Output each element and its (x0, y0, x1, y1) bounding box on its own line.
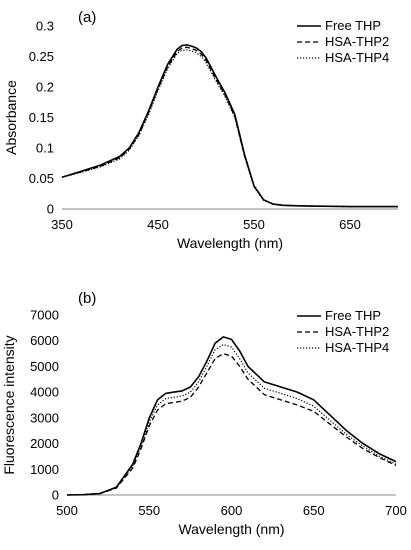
legend-label: Free THP (325, 18, 381, 33)
y-tick-label: 0.15 (29, 110, 54, 125)
panel-a: (a) 0 0.05 0.1 0.15 0.2 0.25 0.3 350 450 550 650 Wav… (3, 9, 398, 251)
panel-label: (b) (78, 290, 96, 307)
y-tick-label: 0.3 (36, 19, 54, 34)
x-axis-title: Wavelength (nm) (178, 521, 284, 537)
legend-label: HSA-THP4 (325, 50, 389, 65)
x-tick-label: 650 (339, 217, 361, 232)
y-tick-label: 6000 (30, 333, 59, 348)
y-tick-label: 4000 (30, 385, 59, 400)
legend-label: HSA-THP2 (325, 34, 389, 49)
series-line-hsa-thp2 (61, 46, 398, 208)
x-axis-title: Wavelength (nm) (177, 235, 283, 251)
x-tick-label: 600 (221, 503, 243, 518)
series-line-free-thp (61, 44, 398, 208)
x-tick-label: 350 (51, 217, 73, 232)
y-tick-label: 0.25 (29, 49, 54, 64)
legend-label: Free THP (325, 308, 381, 323)
y-tick-label: 0.05 (29, 171, 54, 186)
y-tick-label: 0 (47, 202, 54, 217)
y-tick-label: 0 (52, 488, 59, 503)
series-line-free-thp (66, 336, 397, 496)
legend-label: HSA-THP4 (325, 340, 389, 355)
x-tick-label: 450 (147, 217, 169, 232)
y-axis-title: Fluorescence intensity (1, 335, 17, 474)
y-tick-label: 1000 (30, 462, 59, 477)
y-tick-label: 2000 (30, 436, 59, 451)
y-tick-label: 3000 (30, 410, 59, 425)
y-tick-label: 0.2 (36, 80, 54, 95)
series-line-hsa-thp2 (66, 352, 397, 496)
series-line-hsa-thp4 (61, 49, 398, 208)
panel-label: (a) (78, 9, 96, 26)
x-tick-label: 700 (385, 503, 407, 518)
y-tick-label: 0.1 (36, 141, 54, 156)
series-line-hsa-thp4 (66, 344, 397, 496)
y-tick-label: 7000 (30, 308, 59, 323)
y-tick-label: 5000 (30, 359, 59, 374)
x-tick-label: 550 (243, 217, 265, 232)
x-tick-label: 550 (138, 503, 160, 518)
panel-b: (b) 0 1000 2000 3000 4000 5000 6000 7000 500 550 60… (1, 290, 407, 537)
y-axis-title: Absorbance (3, 80, 19, 155)
x-tick-label: 500 (56, 503, 78, 518)
x-tick-label: 650 (303, 503, 325, 518)
legend-label: HSA-THP2 (325, 324, 389, 339)
